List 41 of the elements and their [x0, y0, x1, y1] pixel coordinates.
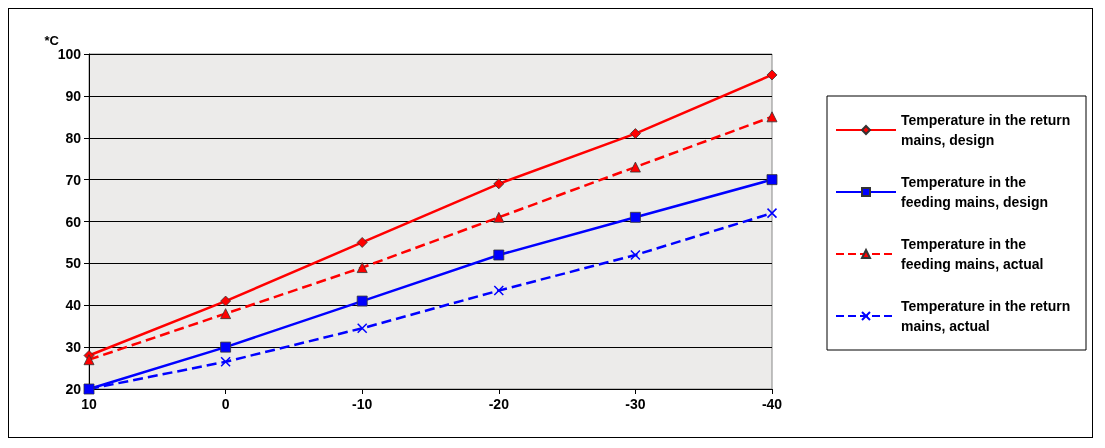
legend-label: Temperature in the feeding mains, design — [901, 174, 1049, 210]
y-axis-title: *C — [44, 33, 60, 49]
point — [766, 207, 778, 219]
legend-label: Temperature in the return mains, actual — [901, 298, 1075, 334]
legend-label: Temperature in the return mains, design — [901, 112, 1075, 148]
point — [356, 237, 368, 248]
point — [356, 295, 368, 307]
y-tick-label: 40 — [65, 297, 82, 314]
point — [220, 341, 231, 353]
x-tick-label: 10 — [81, 396, 97, 412]
point — [766, 69, 778, 81]
y-tick-label: 60 — [65, 213, 82, 230]
point — [83, 354, 95, 366]
point — [630, 249, 641, 261]
point — [766, 174, 778, 186]
y-tick-label: 20 — [65, 381, 82, 397]
x-tick-label: -30 — [625, 396, 646, 412]
point — [356, 262, 368, 273]
point — [493, 285, 505, 296]
point — [493, 249, 505, 261]
y-tick-label: 80 — [65, 129, 82, 146]
point — [630, 211, 641, 223]
y-tick-label: 30 — [65, 339, 82, 356]
point — [220, 356, 231, 368]
y-tick-label: 100 — [57, 46, 82, 62]
x-tick-label: -10 — [352, 396, 373, 412]
point — [220, 308, 231, 320]
point — [766, 111, 778, 123]
x-tick-label: 0 — [221, 396, 230, 412]
x-tick-label: -20 — [488, 396, 510, 412]
y-tick-label: 90 — [65, 87, 82, 104]
point — [630, 161, 641, 173]
legend-label: Temperature in the feeding mains, actual — [901, 236, 1044, 272]
x-tick-label: -40 — [761, 396, 783, 412]
point — [493, 178, 505, 190]
y-tick-label: 50 — [65, 255, 82, 272]
y-tick-label: 70 — [65, 171, 82, 188]
point — [356, 323, 368, 334]
point — [220, 295, 231, 307]
point — [493, 211, 505, 223]
point — [630, 128, 641, 139]
